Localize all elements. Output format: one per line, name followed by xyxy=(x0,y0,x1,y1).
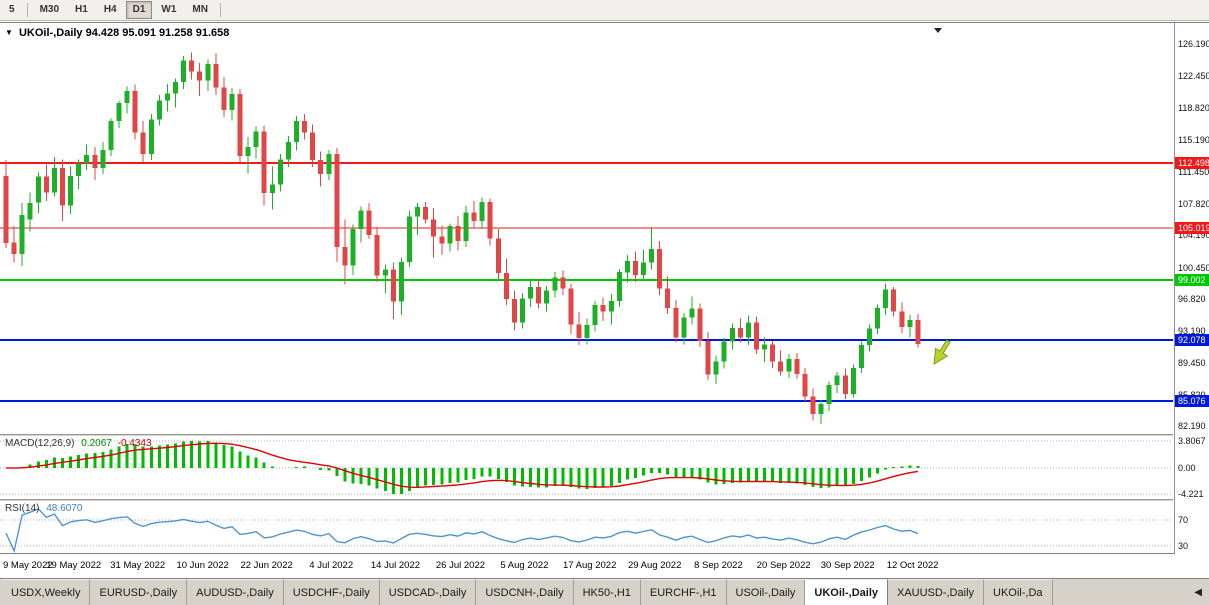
symbol-tab-bar: USDX,Weekly EURUSD-,Daily AUDUSD-,Daily USD… xyxy=(0,578,1209,605)
tab-hk50-h1[interactable]: HK50-,H1 xyxy=(573,579,641,605)
time-tick-label: 17 Aug 2022 xyxy=(562,560,617,571)
price-tick-label: 107.820 xyxy=(1178,198,1209,209)
chart-shift-marker xyxy=(934,28,942,33)
macd-main-value: 0.2067 xyxy=(81,438,112,449)
tab-usoil-daily[interactable]: USOil-,Daily xyxy=(726,579,806,605)
down-arrow-annotation[interactable] xyxy=(928,337,954,367)
tab-ukoil-da[interactable]: UKOil-,Da xyxy=(984,579,1053,605)
price-tick-label: 85.820 xyxy=(1178,390,1206,400)
macd-tick-label: 3.8067 xyxy=(1178,436,1206,446)
price-axis[interactable]: 126.190 122.450 118.820 115.190 111.450 107.8… xyxy=(1174,23,1209,554)
time-tick-label: 8 Sep 2022 xyxy=(694,560,743,571)
price-level-tag: 105.019 xyxy=(1175,221,1209,234)
chart-title: ▼ UKOil-,Daily 94.428 95.091 91.258 91.6… xyxy=(5,27,229,39)
time-tick-label: 30 Sep 2022 xyxy=(820,560,875,571)
tab-xauusd-daily[interactable]: XAUUSD-,Daily xyxy=(888,579,985,605)
macd-pane-canvas[interactable] xyxy=(0,436,1173,499)
price-level-tag: 92.078 xyxy=(1175,334,1209,347)
rsi-level-label: 30 xyxy=(1178,541,1189,551)
rsi-level-label: 70 xyxy=(1178,515,1189,525)
time-tick-label: 14 Jul 2022 xyxy=(370,560,421,571)
rsi-line xyxy=(5,507,919,553)
price-tick-label: 82.190 xyxy=(1178,421,1206,431)
macd-indicator-label: MACD(12,26,9) 0.2067 -0.4343 xyxy=(5,438,152,449)
macd-signal-line xyxy=(5,442,919,489)
price-tick-label: 100.450 xyxy=(1178,262,1209,273)
time-tick-label: 26 Jul 2022 xyxy=(435,560,486,571)
price-chart-canvas[interactable] xyxy=(0,24,1173,434)
time-tick-label: 12 Oct 2022 xyxy=(886,560,939,571)
price-tick-label: 104.190 xyxy=(1178,230,1209,240)
time-tick-label: 22 Jun 2022 xyxy=(240,560,293,571)
price-tick-label: 118.820 xyxy=(1178,103,1209,113)
price-level-tag: 99.002 xyxy=(1175,274,1209,286)
tab-usdcnh-daily[interactable]: USDCNH-,Daily xyxy=(476,579,574,605)
time-tick-label: 9 May 2022 xyxy=(3,560,53,571)
timeframe-button-mn[interactable]: MN xyxy=(192,4,208,15)
time-tick-label: 20 Sep 2022 xyxy=(756,560,811,571)
timeframe-button-w1[interactable]: W1 xyxy=(161,4,177,15)
price-tick-label: 93.190 xyxy=(1178,325,1206,336)
timeframe-button-h1[interactable]: H1 xyxy=(75,4,88,15)
rsi-name: RSI(14) xyxy=(5,503,40,514)
time-tick-label: 19 May 2022 xyxy=(46,560,102,571)
chart-window: ▼ UKOil-,Daily 94.428 95.091 91.258 91.6… xyxy=(0,22,1209,579)
timeframe-button-m30[interactable]: M30 xyxy=(39,4,60,15)
pane-divider-macd[interactable] xyxy=(0,434,1173,436)
price-level-tag: 85.076 xyxy=(1175,395,1209,407)
horizontal-level-lines[interactable] xyxy=(0,161,1173,402)
macd-tick-label: -4.221 xyxy=(1178,489,1204,499)
time-tick-label: 29 Aug 2022 xyxy=(627,560,682,571)
price-tick-label: 96.820 xyxy=(1178,294,1206,304)
timeframe-button-h4[interactable]: H4 xyxy=(103,4,117,15)
tab-usdx-weekly[interactable]: USDX,Weekly xyxy=(2,579,91,605)
time-tick-label: 5 Aug 2022 xyxy=(500,560,549,571)
rsi-pane-canvas[interactable] xyxy=(0,501,1173,553)
tab-ukoil-daily[interactable]: UKOil-,Daily xyxy=(805,579,888,605)
price-tick-label: 126.190 xyxy=(1178,39,1209,49)
chart-title-text: UKOil-,Daily 94.428 95.091 91.258 91.658 xyxy=(18,27,230,39)
tab-usdchf-daily[interactable]: USDCHF-,Daily xyxy=(283,579,380,605)
timeframe-button-5[interactable]: 5 xyxy=(9,4,15,15)
timeframe-toolbar: 5 M30 H1 H4 D1 W1 MN xyxy=(0,0,1209,21)
time-tick-label: 31 May 2022 xyxy=(110,560,166,571)
tab-audusd-daily[interactable]: AUDUSD-,Daily xyxy=(187,579,284,605)
timeframe-button-d1[interactable]: D1 xyxy=(125,1,153,19)
price-tick-label: 122.450 xyxy=(1178,71,1209,82)
price-tick-label: 115.190 xyxy=(1178,134,1209,145)
tab-eurusd-daily[interactable]: EURUSD-,Daily xyxy=(90,579,188,605)
time-axis[interactable]: 9 May 2022 19 May 2022 31 May 2022 10 Jun 2… xyxy=(0,553,1209,579)
time-tick-label: 10 Jun 2022 xyxy=(176,560,229,571)
rsi-value: 48.6070 xyxy=(46,503,83,514)
price-level-tag: 112.498 xyxy=(1175,156,1209,169)
price-tick-label: 89.450 xyxy=(1178,358,1206,368)
pane-divider-rsi[interactable] xyxy=(0,499,1173,501)
rsi-indicator-label: RSI(14) 48.6070 xyxy=(5,503,82,514)
tab-scroll-left-icon[interactable]: ◀ xyxy=(1194,586,1202,598)
macd-name: MACD(12,26,9) xyxy=(5,438,75,449)
toolbar-separator xyxy=(26,3,28,17)
macd-tick-label: 0.00 xyxy=(1178,462,1196,473)
toolbar-separator xyxy=(219,3,221,17)
chart-menu-icon[interactable]: ▼ xyxy=(5,28,13,37)
tab-eurchf-h1[interactable]: EURCHF-,H1 xyxy=(640,579,727,605)
candlestick-series xyxy=(3,52,921,425)
tab-usdcad-daily[interactable]: USDCAD-,Daily xyxy=(379,579,477,605)
time-tick-label: 4 Jul 2022 xyxy=(309,560,354,571)
price-tick-label: 111.450 xyxy=(1178,167,1209,177)
macd-signal-value: -0.4343 xyxy=(117,438,152,449)
